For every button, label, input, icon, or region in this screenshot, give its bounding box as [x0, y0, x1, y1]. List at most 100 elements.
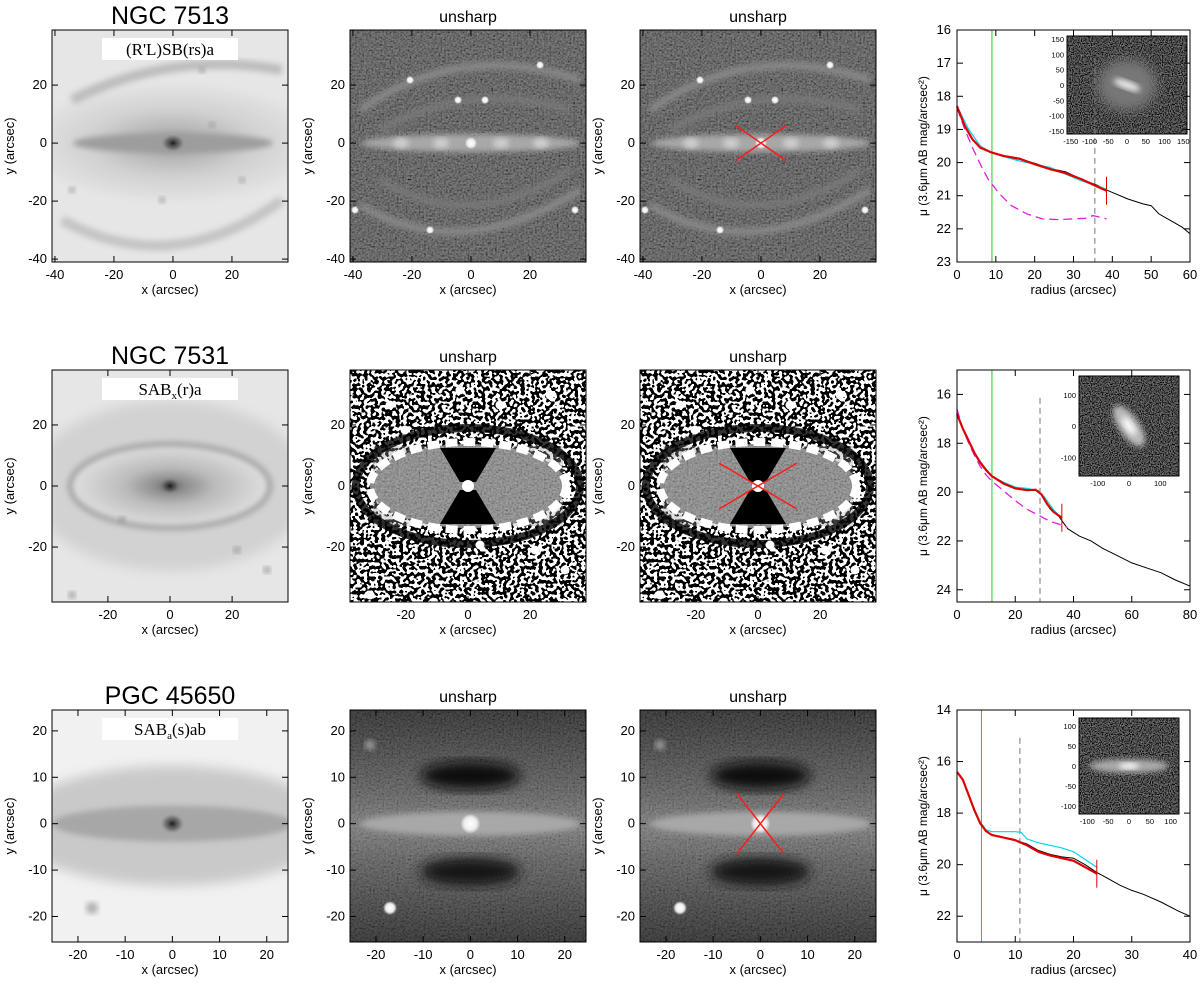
y-tick-label: 20	[937, 857, 951, 872]
x-tick-label: 0	[953, 267, 960, 282]
y-tick-label: -20	[28, 908, 47, 923]
y-tick-label: 22	[937, 221, 951, 236]
profile-curve-red	[956, 771, 1098, 875]
unsharp-title: unsharp	[729, 689, 787, 706]
cross-line	[736, 793, 785, 855]
x-tick-label: -10	[116, 947, 135, 962]
y-tick-label: 0	[338, 816, 345, 831]
inset-y-tick-label: 50	[1068, 742, 1076, 751]
inset-frame	[1066, 35, 1188, 135]
y-tick-label: 20	[937, 155, 951, 170]
morphology-label: SABx(r)a	[102, 378, 238, 402]
y-tick-label: 21	[937, 188, 951, 203]
inset-y-tick-label: -100	[1061, 802, 1076, 811]
y-tick-label: -20	[28, 539, 47, 554]
y-tick-label: -20	[326, 193, 345, 208]
x-tick-label: -10	[414, 947, 433, 962]
y-tick-label: 0	[40, 816, 47, 831]
y-tick-label: 0	[40, 135, 47, 150]
y-tick-label: 0	[40, 478, 47, 493]
y-axis-label: y (arcsec)	[590, 797, 605, 854]
x-axis-label: x (arcsec)	[141, 622, 198, 637]
y-tick-label: 20	[937, 484, 951, 499]
y-tick-label: 20	[621, 417, 635, 432]
inset-y-tick-label: 0	[1060, 81, 1064, 90]
y-tick-label: 18	[937, 435, 951, 450]
x-tick-label: -40	[46, 267, 65, 282]
y-tick-label: 22	[937, 908, 951, 923]
x-tick-label: 20	[813, 607, 827, 622]
inset-x-tick-label: -100	[1080, 817, 1095, 826]
inset-image: -150 150 -100 100 -50 50 0 0 50 -50 100 -100 150 -150	[1049, 35, 1190, 146]
profile-curve-red	[955, 413, 1063, 519]
profile-panel: -100 100 0 0 100 -100 0 20 40 60 80 16 18 20 22 24 radiu…	[916, 369, 1197, 637]
morphology-text: SABa(s)ab	[134, 720, 206, 742]
unsharp-title: unsharp	[729, 9, 787, 26]
y-tick-label: -40	[616, 251, 635, 266]
inset-y-tick-label: 150	[1051, 35, 1064, 44]
panel-frame	[639, 709, 877, 943]
y-axis-label: y (arcsec)	[2, 457, 17, 514]
y-tick-label: 18	[937, 805, 951, 820]
x-tick-label: 20	[1008, 607, 1022, 622]
inset-x-tick-label: -50	[1103, 817, 1114, 826]
profile-curve-red	[955, 105, 1107, 192]
x-tick-label: 20	[1066, 947, 1080, 962]
x-tick-label: 50	[1144, 267, 1158, 282]
panel-frame	[639, 29, 877, 263]
y-tick-label: 0	[628, 478, 635, 493]
x-tick-label: 40	[1066, 607, 1080, 622]
inset-x-tick-label: 100	[1154, 479, 1167, 488]
inset-x-tick-label: 100	[1164, 817, 1177, 826]
inset-y-tick-label: -100	[1049, 112, 1064, 121]
profile-y-label: μ (3.6μm AB mag/arcsec²)	[916, 416, 930, 556]
y-tick-label: -20	[28, 193, 47, 208]
morphology-box	[102, 718, 238, 740]
galaxy-name: NGC 7513	[111, 2, 229, 30]
galaxy-image	[52, 30, 288, 262]
morphology-box	[102, 38, 238, 60]
profile-curve-magenta	[956, 107, 1107, 221]
inset-image: -100 100 0 0 100 -100	[1061, 375, 1180, 488]
inset-x-tick-label: 0	[1127, 479, 1131, 488]
x-tick-label: 20	[225, 607, 239, 622]
x-tick-label: 30	[1066, 267, 1080, 282]
x-tick-label: 10	[510, 947, 524, 962]
x-tick-label: 20	[848, 947, 862, 962]
y-tick-label: -20	[616, 908, 635, 923]
inset-frame	[1078, 375, 1180, 477]
x-tick-label: 10	[989, 267, 1003, 282]
unsharp-title: unsharp	[439, 689, 497, 706]
inset-x-tick-label: 50	[1142, 137, 1150, 146]
x-tick-label: -20	[98, 607, 117, 622]
x-tick-label: 20	[558, 947, 572, 962]
bar-cross-marker	[718, 462, 798, 510]
y-tick-label: -20	[326, 539, 345, 554]
panel-frame	[51, 29, 289, 263]
x-tick-label: 20	[813, 267, 827, 282]
morphology-text: SABx(r)a	[138, 380, 202, 402]
x-tick-label: -20	[105, 267, 124, 282]
y-tick-label: -40	[28, 251, 47, 266]
y-axis-label: y (arcsec)	[590, 117, 605, 174]
x-tick-label: -20	[686, 607, 705, 622]
galaxy-image-panel: -20 -10 0 10 20 -20 -10 0 10 20 x (arcsec) y (arcse…	[2, 682, 289, 977]
x-tick-label: 40	[1105, 267, 1119, 282]
inset-y-tick-label: -50	[1065, 782, 1076, 791]
y-tick-label: -10	[326, 862, 345, 877]
inset-y-tick-label: 100	[1051, 50, 1064, 59]
figure-row: -40 -20 0 20 -40 -20 0 20 x (arcsec) y (arcsec) NG…	[2, 2, 1197, 297]
y-tick-label: 20	[331, 77, 345, 92]
x-tick-label: 0	[169, 947, 176, 962]
x-axis-label: x (arcsec)	[141, 962, 198, 977]
bar-cross-marker	[735, 125, 787, 162]
morphology-label: SABa(s)ab	[102, 718, 238, 742]
x-tick-label: 80	[1183, 607, 1197, 622]
y-tick-label: 10	[33, 769, 47, 784]
inset-y-tick-label: 100	[1063, 722, 1076, 731]
galaxy-name: NGC 7531	[111, 342, 229, 370]
y-tick-label: 22	[937, 533, 951, 548]
y-tick-label: 18	[937, 88, 951, 103]
unsharp-panel: -40 -20 0 20 -40 -20 0 20 x (arcsec) y (arcsec) un…	[300, 9, 587, 297]
figure-row: -20 0 20 -20 0 20 x (arcsec) y (arcsec) NGC 7531…	[2, 342, 1197, 637]
